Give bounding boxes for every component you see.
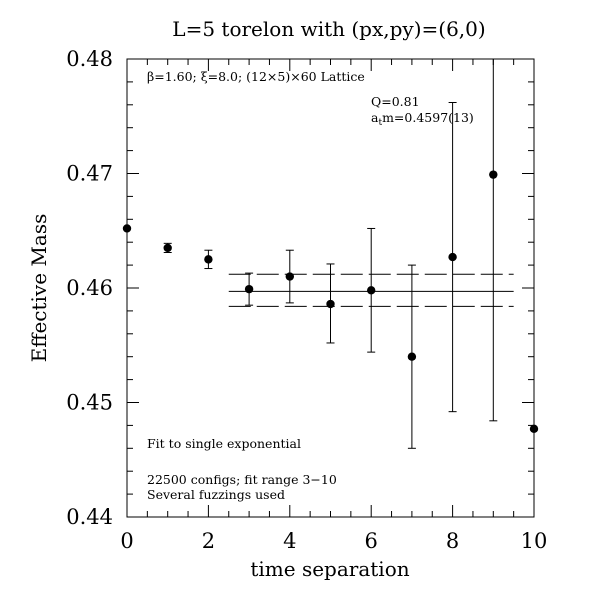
data-point [448, 252, 457, 262]
data-point [122, 224, 132, 233]
annotation-lattice: β=1.60; ξ=8.0; (12×5)×60 Lattice [147, 69, 365, 84]
y-tick-label: 0.46 [66, 276, 113, 300]
data-point [407, 352, 417, 361]
y-tick-label: 0.47 [66, 162, 113, 186]
data-point [326, 299, 335, 309]
annotation-mass-sub: t [378, 118, 382, 128]
y-tick-label: 0.44 [66, 505, 113, 529]
x-axis-label: time separation [250, 557, 409, 581]
data-point [529, 424, 539, 434]
annotation-mass-rest: m=0.4597(13) [382, 110, 474, 125]
data-point [285, 272, 294, 281]
y-tick-label: 0.45 [66, 391, 113, 415]
data-point [489, 170, 498, 179]
annotation-fuzzings: Several fuzzings used [147, 487, 285, 502]
y-axis-label: Effective Mass [27, 214, 51, 363]
data-point [367, 286, 376, 295]
data-point [204, 255, 213, 264]
y-tick-label: 0.48 [66, 47, 113, 71]
x-tick-label: 4 [283, 529, 296, 553]
chart-title: L=5 torelon with (px,py)=(6,0) [172, 17, 485, 41]
annotation-mass: atm=0.4597(13) [371, 110, 474, 128]
annotation-q: Q=0.81 [371, 94, 420, 109]
annotation-mass-a: a [371, 110, 379, 125]
axis-tick-labels: 0 2 4 6 8 10 0.44 0.45 0.46 0.47 0.48 [66, 47, 547, 553]
x-tick-label: 10 [521, 529, 548, 553]
data-point [244, 284, 254, 294]
x-tick-label: 6 [365, 529, 378, 553]
x-tick-label: 8 [446, 529, 459, 553]
data-point [163, 243, 172, 253]
data-points [122, 59, 539, 449]
plot-frame [126, 58, 535, 518]
x-tick-label: 2 [202, 529, 215, 553]
annotation-fit-type: Fit to single exponential [147, 436, 301, 451]
x-tick-label: 0 [120, 529, 133, 553]
annotation-configs: 22500 configs; fit range 3−10 [147, 472, 337, 487]
